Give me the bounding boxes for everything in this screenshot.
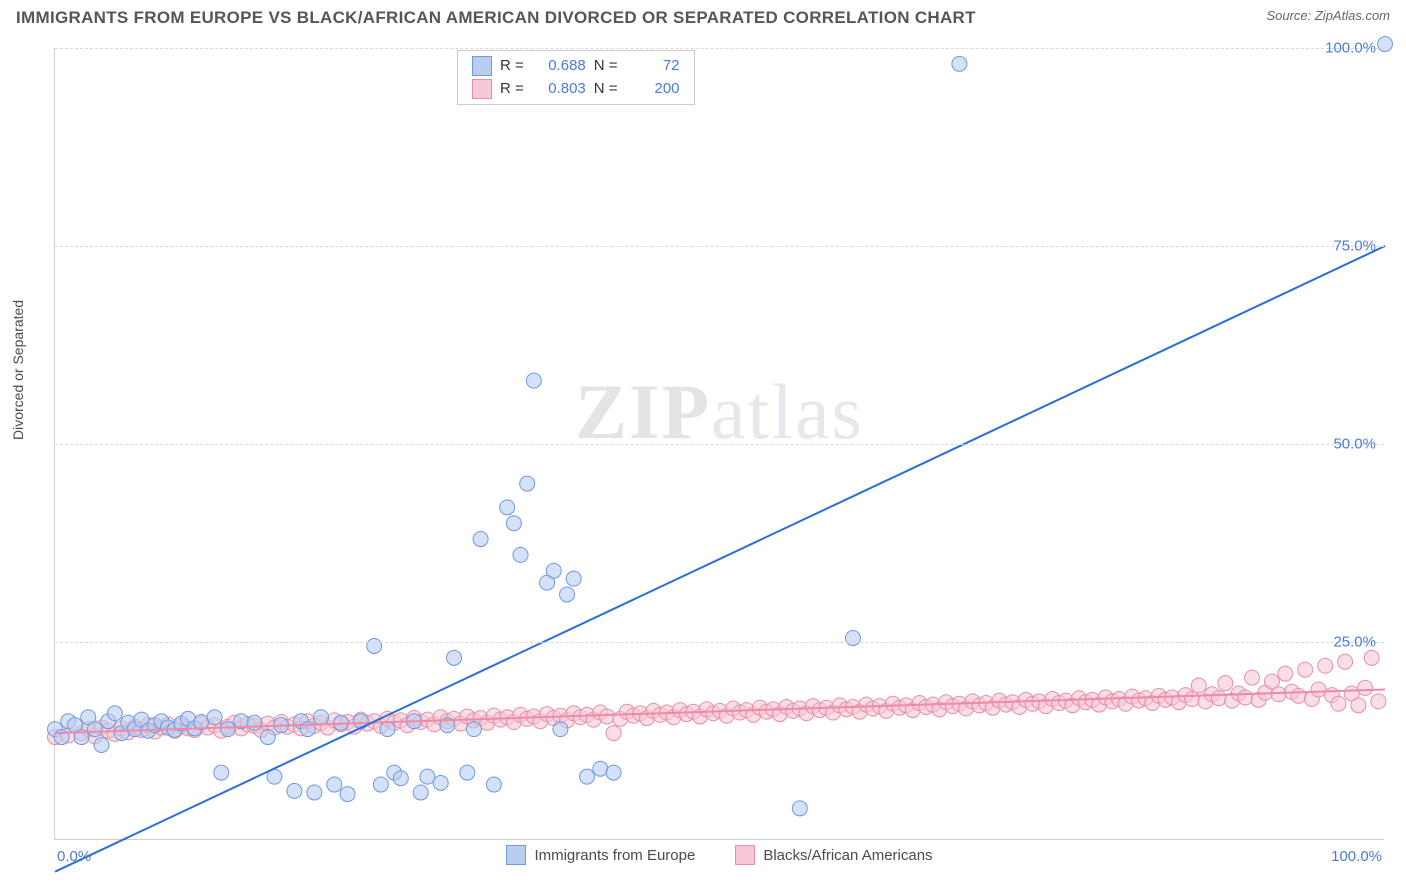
x-tick-min: 0.0% [57,848,91,865]
swatch-pink-icon [472,79,492,99]
gridline [55,246,1384,247]
y-axis-label: Divorced or Separated [10,300,26,440]
legend-row-blue: R = 0.688 N = 72 [472,55,680,78]
y-tick-label: 25.0% [1333,634,1376,651]
chart-title: IMMIGRANTS FROM EUROPE VS BLACK/AFRICAN … [16,8,976,28]
y-tick-label: 75.0% [1333,238,1376,255]
series-legend: Immigrants from Europe Blacks/African Am… [55,845,1384,865]
legend-item-blue: Immigrants from Europe [506,845,695,865]
swatch-blue-icon [472,56,492,76]
swatch-pink-icon [735,845,755,865]
swatch-blue-icon [506,845,526,865]
y-tick-label: 100.0% [1325,40,1376,57]
y-tick-label: 50.0% [1333,436,1376,453]
chart-plot-area: ZIPatlas R = 0.688 N = 72 R = 0.803 N = … [54,48,1384,840]
correlation-legend: R = 0.688 N = 72 R = 0.803 N = 200 [457,50,695,105]
gridline [55,48,1384,49]
gridline [55,642,1384,643]
legend-item-pink: Blacks/African Americans [735,845,932,865]
legend-row-pink: R = 0.803 N = 200 [472,78,680,101]
source-label: Source: ZipAtlas.com [1266,8,1390,23]
x-tick-max: 100.0% [1331,848,1382,865]
gridline [55,444,1384,445]
